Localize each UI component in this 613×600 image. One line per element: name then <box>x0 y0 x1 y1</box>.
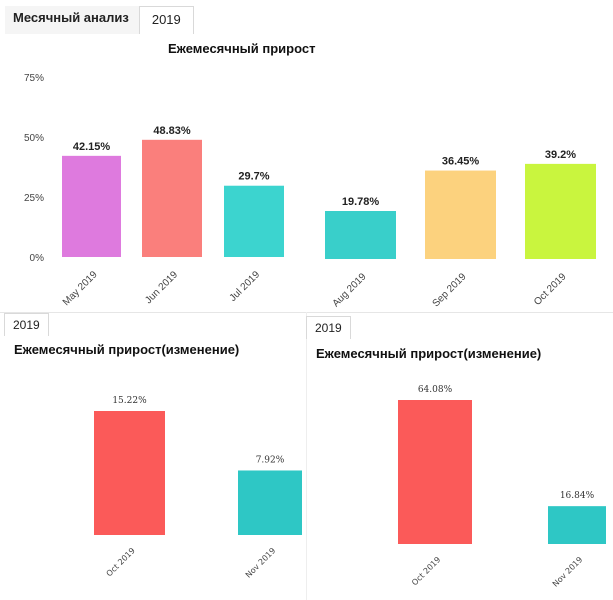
x-tick-label: Nov 2019 <box>244 546 278 580</box>
x-tick-label: Oct 2019 <box>410 555 442 587</box>
data-label: 36.45% <box>442 156 480 168</box>
y-tick-label: 25% <box>24 193 44 204</box>
bar <box>398 400 472 544</box>
bar <box>224 185 284 257</box>
header-tabbar: Месячный анализ 2019 <box>5 6 194 34</box>
chart-title-bottom-right: Ежемесячный прирост(изменение) <box>316 346 542 361</box>
bar <box>525 163 596 259</box>
data-label: 16.84% <box>560 491 595 501</box>
chart-title-top: Ежемесячный прирост <box>168 41 316 56</box>
panel-vertical-divider <box>306 312 307 600</box>
y-tick-label: 50% <box>24 133 44 144</box>
data-label: 42.15% <box>73 141 111 153</box>
bar <box>238 470 302 535</box>
x-tick-label: Jun 2019 <box>143 269 180 306</box>
page-title: Месячный анализ <box>5 6 139 34</box>
data-label: 48.83% <box>153 125 191 137</box>
y-tick-label: 75% <box>24 73 44 84</box>
bar <box>62 155 121 257</box>
x-tick-label: Nov 2019 <box>551 555 585 589</box>
bar <box>94 411 165 535</box>
chart-title-bottom-left: Ежемесячный прирост(изменение) <box>14 342 240 357</box>
data-label: 39.2% <box>545 149 576 161</box>
x-tick-label: Jul 2019 <box>228 269 263 304</box>
y-tick-label: 0% <box>30 253 45 264</box>
bar <box>325 211 396 259</box>
data-label: 19.78% <box>342 196 380 208</box>
x-tick-label: Sep 2019 <box>431 271 469 309</box>
data-label: 64.08% <box>418 385 453 395</box>
tab-2019[interactable]: 2019 <box>138 6 194 34</box>
bar <box>548 506 606 544</box>
data-label: 29.7% <box>238 171 269 183</box>
x-tick-label: Oct 2019 <box>105 546 137 578</box>
tab-2019-right[interactable]: 2019 <box>306 316 351 339</box>
x-tick-label: Aug 2019 <box>331 271 369 309</box>
x-tick-label: May 2019 <box>61 269 100 308</box>
bar <box>425 170 496 259</box>
data-label: 15.22% <box>112 396 147 406</box>
x-tick-label: Oct 2019 <box>532 271 569 308</box>
bar <box>142 139 202 257</box>
data-label: 7.92% <box>256 455 285 465</box>
tab-2019-left[interactable]: 2019 <box>4 313 49 336</box>
